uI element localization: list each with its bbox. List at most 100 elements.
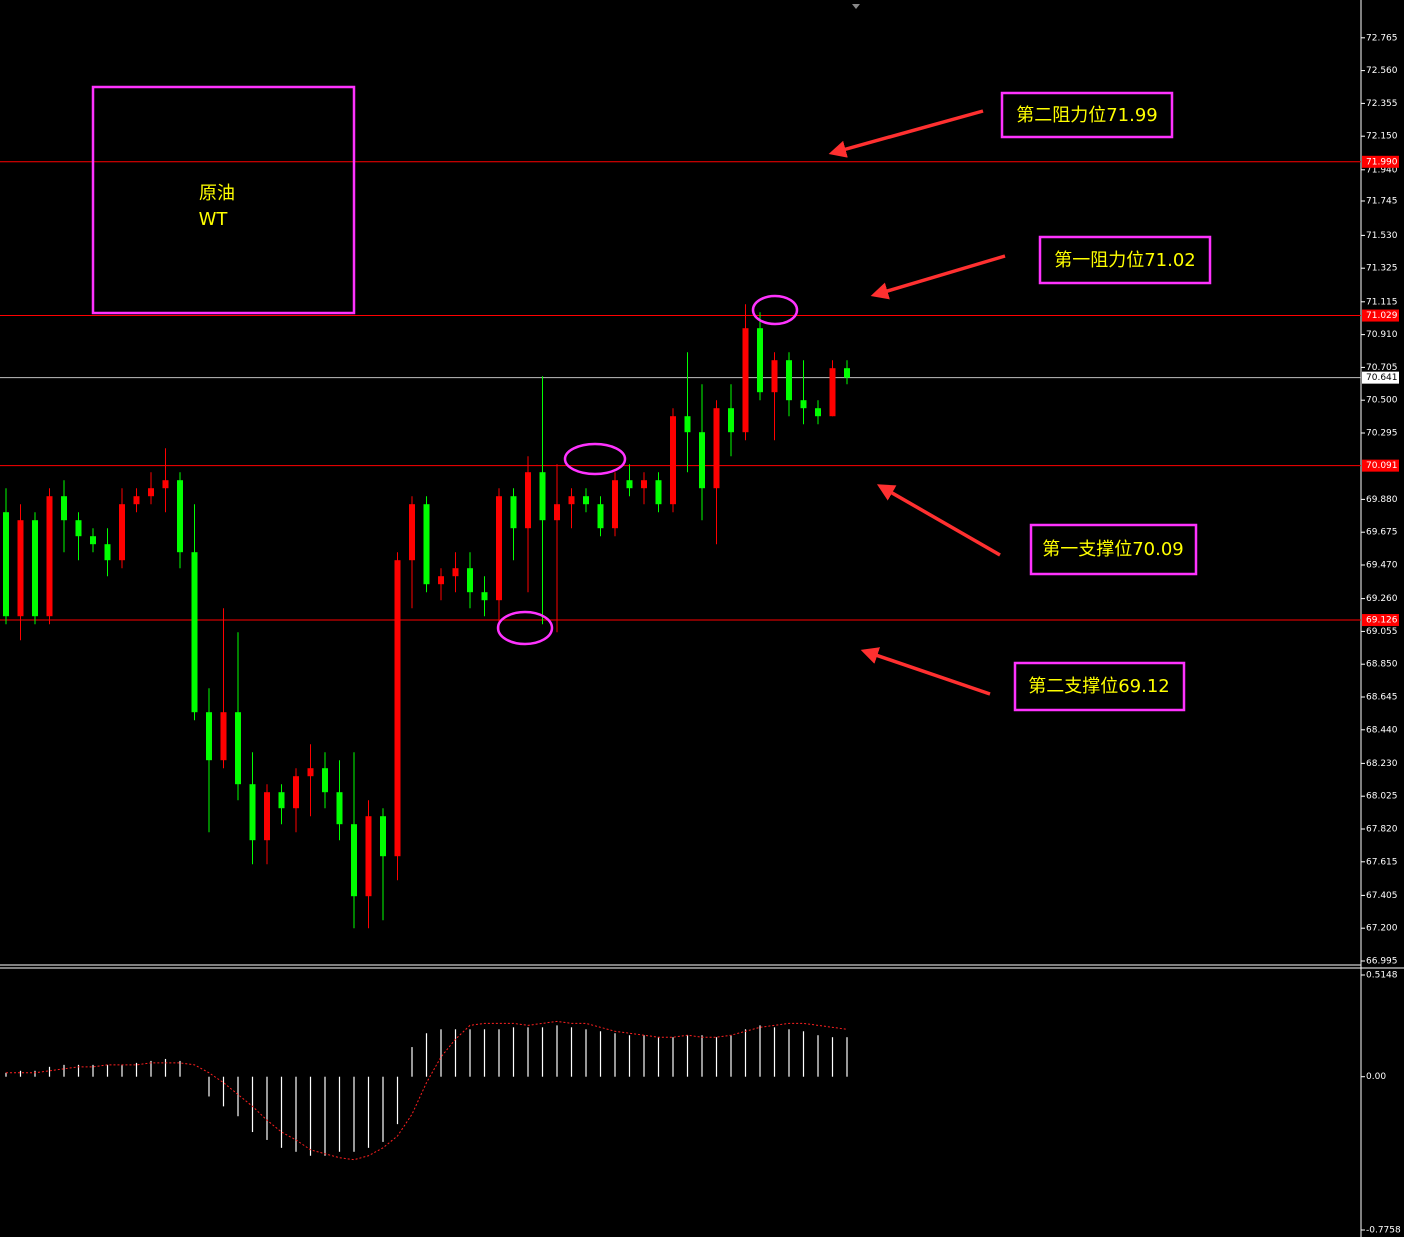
candle-body xyxy=(510,496,517,529)
y-tick-label: 0.00 xyxy=(1366,1072,1386,1082)
candle-body xyxy=(467,568,473,593)
level-note: 第二支撑位69.12 xyxy=(1028,676,1170,697)
y-tick-label: 69.880 xyxy=(1366,495,1398,505)
arrow xyxy=(870,254,1006,300)
y-tick-label: -0.7758 xyxy=(1366,1226,1401,1236)
arrow xyxy=(828,109,984,158)
candle-body xyxy=(452,568,459,577)
y-tick-label: 68.025 xyxy=(1366,792,1398,802)
note-text: 原油 xyxy=(199,183,235,204)
y-tick-label: 68.230 xyxy=(1366,759,1398,769)
y-tick-label: 70.705 xyxy=(1366,363,1398,373)
label-box xyxy=(1038,235,1212,285)
candle-body xyxy=(46,496,53,617)
y-tick-label: 71.940 xyxy=(1366,165,1398,175)
candle-body xyxy=(597,504,604,529)
y-tick-label: 72.765 xyxy=(1366,33,1398,43)
y-tick-label: 70.500 xyxy=(1366,396,1398,406)
level-note: 第一支撑位70.09 xyxy=(1042,539,1184,560)
level-label: 70.091 xyxy=(1366,461,1398,471)
candle-body xyxy=(61,496,67,521)
candle-body xyxy=(786,360,792,401)
candle-body xyxy=(75,520,82,537)
candle-body xyxy=(641,480,647,489)
level-tag xyxy=(1362,155,1399,168)
y-tick-label: 67.615 xyxy=(1366,857,1398,867)
level-tag xyxy=(1362,614,1399,627)
note-box xyxy=(91,85,356,315)
candle-body xyxy=(655,480,662,505)
y-tick-label: 70.910 xyxy=(1366,330,1398,340)
highlight-circle xyxy=(563,442,627,476)
candle-body xyxy=(104,544,111,561)
candle-body xyxy=(771,360,778,393)
candle-body xyxy=(17,520,24,617)
candle-body xyxy=(481,592,488,601)
candle-body xyxy=(235,712,241,785)
candle-body xyxy=(829,368,836,417)
candle-body xyxy=(713,408,720,489)
y-tick-label: 71.115 xyxy=(1366,297,1398,307)
candle-body xyxy=(699,432,705,489)
y-tick-label: 70.295 xyxy=(1366,429,1398,439)
level-note: 第二阻力位71.99 xyxy=(1016,105,1158,126)
candle-body xyxy=(583,496,589,505)
label-box xyxy=(1013,661,1186,712)
y-tick-label: 69.055 xyxy=(1366,627,1398,637)
candle-body xyxy=(191,552,198,713)
candle-body xyxy=(293,776,299,809)
level-tag xyxy=(1362,459,1399,472)
y-tick-label: 68.850 xyxy=(1366,660,1398,670)
candle-body xyxy=(148,488,154,497)
y-tick-label: 72.355 xyxy=(1366,99,1398,109)
candle-body xyxy=(728,408,734,433)
highlight-circle xyxy=(751,294,799,326)
y-tick-label: 68.440 xyxy=(1366,725,1398,735)
candle-body xyxy=(525,472,531,529)
candle-body xyxy=(322,768,328,793)
y-tick-label: 71.530 xyxy=(1366,231,1398,241)
candle-body xyxy=(684,416,691,433)
y-tick-label: 72.560 xyxy=(1366,66,1398,76)
candle-body xyxy=(32,520,38,617)
y-tick-label: 68.645 xyxy=(1366,693,1398,703)
candle-body xyxy=(815,408,821,417)
candle-body xyxy=(626,480,633,489)
candle-body xyxy=(554,504,560,521)
candle-body xyxy=(249,784,256,841)
candle-body xyxy=(438,576,444,585)
candle-body xyxy=(177,480,183,553)
level-label: 69.126 xyxy=(1366,616,1398,626)
candle-body xyxy=(119,504,125,561)
level-label: 71.990 xyxy=(1366,157,1398,167)
candle-body xyxy=(351,824,357,897)
candle-body xyxy=(742,328,749,433)
candle-body xyxy=(380,816,386,857)
candle-body xyxy=(307,768,314,777)
level-label: 70.641 xyxy=(1366,373,1398,383)
candle-body xyxy=(206,712,212,761)
note-text: WT xyxy=(199,209,229,230)
y-tick-label: 69.675 xyxy=(1366,528,1398,538)
arrow xyxy=(876,484,1001,557)
candle-body xyxy=(844,368,850,378)
arrow xyxy=(860,647,991,696)
scroll-marker xyxy=(852,4,860,9)
highlight-circle xyxy=(496,610,554,646)
candle-body xyxy=(568,496,575,505)
y-tick-label: 71.745 xyxy=(1366,197,1398,207)
candle-body xyxy=(3,512,9,617)
candle-body xyxy=(278,792,285,809)
candle-body xyxy=(336,792,343,825)
level-note: 第一阻力位71.02 xyxy=(1054,250,1196,271)
level-tag xyxy=(1362,309,1399,322)
candle-body xyxy=(409,504,415,561)
candle-body xyxy=(220,712,227,761)
label-box xyxy=(1029,523,1198,576)
y-tick-label: 69.260 xyxy=(1366,594,1398,604)
candle-body xyxy=(133,496,140,505)
label-box xyxy=(1000,91,1174,139)
candle-body xyxy=(496,496,502,601)
signal-line xyxy=(6,1020,848,1161)
